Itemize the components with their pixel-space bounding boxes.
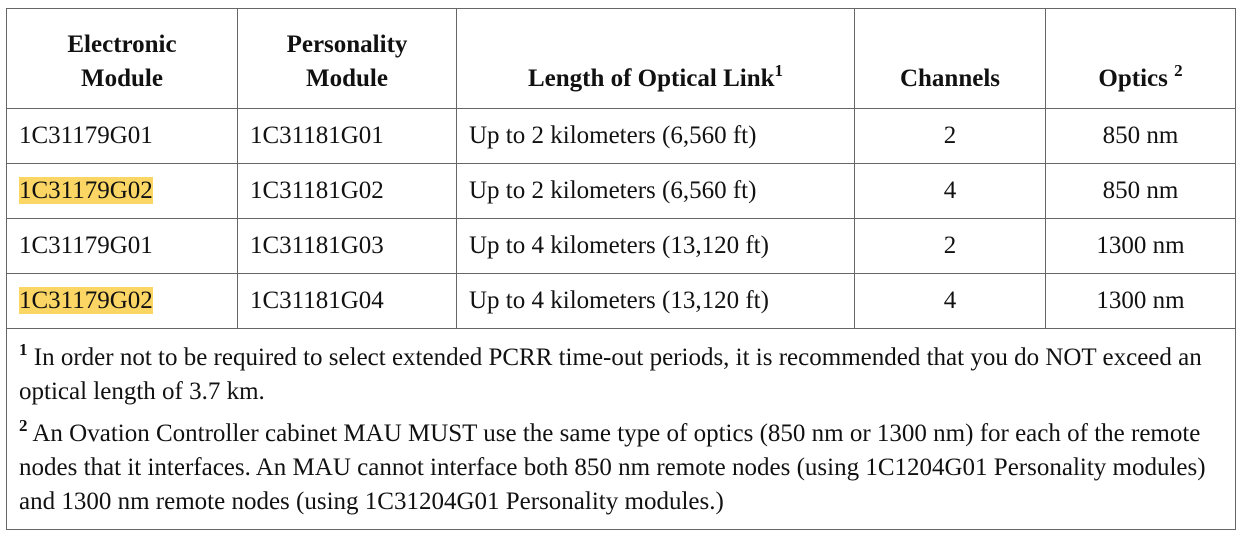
header-cell: Length of Optical Link1 xyxy=(456,8,855,109)
header-text: Optics xyxy=(1098,65,1168,92)
cell: Up to 2 kilometers (6,560 ft) xyxy=(456,163,855,219)
footnote-text: An Ovation Controller cabinet MAU MUST u… xyxy=(19,420,1206,515)
cell: Up to 4 kilometers (13,120 ft) xyxy=(456,273,855,329)
header-cell: Electronic Module xyxy=(6,8,238,109)
cell: 1C31179G01 xyxy=(6,218,238,274)
header-cell: Optics 2 xyxy=(1045,8,1236,109)
cell: 4 xyxy=(854,273,1046,329)
footnote-marker: 2 xyxy=(19,416,28,435)
header-text: Channels xyxy=(899,65,1001,92)
footnote-row: 1 In order not to be required to select … xyxy=(6,328,1236,530)
footnote-ref: 1 xyxy=(774,61,784,80)
cell: 4 xyxy=(854,163,1046,219)
cell: 1C31181G04 xyxy=(237,273,457,329)
cell: 2 xyxy=(854,218,1046,274)
header-text: Length of Optical Link xyxy=(527,65,775,92)
row: 1C31179G01 1C31181G01 Up to 2 kilometers… xyxy=(6,108,1236,164)
cell: 1C31179G01 xyxy=(6,108,238,164)
cell: Up to 4 kilometers (13,120 ft) xyxy=(456,218,855,274)
header-text: Electronic Module xyxy=(67,31,177,92)
cell: 1300 nm xyxy=(1045,218,1236,274)
footnote-ref: 2 xyxy=(1174,61,1183,80)
cell-text: 1C31179G01 xyxy=(19,122,153,149)
cell: 1C31181G03 xyxy=(237,218,457,274)
header-text: Personality Module xyxy=(286,31,408,92)
row: 1C31179G01 1C31181G03 Up to 4 kilometers… xyxy=(6,218,1236,274)
cell-text: 1C31179G01 xyxy=(19,232,153,259)
highlighted-text: 1C31179G02 xyxy=(19,287,153,314)
header-cell: Personality Module xyxy=(237,8,457,109)
header-cell: Channels xyxy=(854,8,1046,109)
row: 1C31179G02 1C31181G04 Up to 4 kilometers… xyxy=(6,273,1236,329)
table: Electronic Module Personality Module Len… xyxy=(6,8,1236,530)
footnote-marker: 1 xyxy=(19,340,28,359)
footnote: 2 An Ovation Controller cabinet MAU MUST… xyxy=(19,409,1223,519)
cell: 850 nm xyxy=(1045,163,1236,219)
footnote-text: In order not to be required to select ex… xyxy=(19,344,1202,405)
footnotes: 1 In order not to be required to select … xyxy=(6,328,1236,530)
row: 1C31179G02 1C31181G02 Up to 2 kilometers… xyxy=(6,163,1236,219)
cell: 1C31179G02 xyxy=(6,273,238,329)
cell: 1C31181G02 xyxy=(237,163,457,219)
cell: 1C31179G02 xyxy=(6,163,238,219)
footnote: 1 In order not to be required to select … xyxy=(19,333,1223,409)
highlighted-text: 1C31179G02 xyxy=(19,177,153,204)
cell: 2 xyxy=(854,108,1046,164)
header-row: Electronic Module Personality Module Len… xyxy=(6,8,1236,109)
cell: Up to 2 kilometers (6,560 ft) xyxy=(456,108,855,164)
cell: 850 nm xyxy=(1045,108,1236,164)
cell: 1300 nm xyxy=(1045,273,1236,329)
cell: 1C31181G01 xyxy=(237,108,457,164)
